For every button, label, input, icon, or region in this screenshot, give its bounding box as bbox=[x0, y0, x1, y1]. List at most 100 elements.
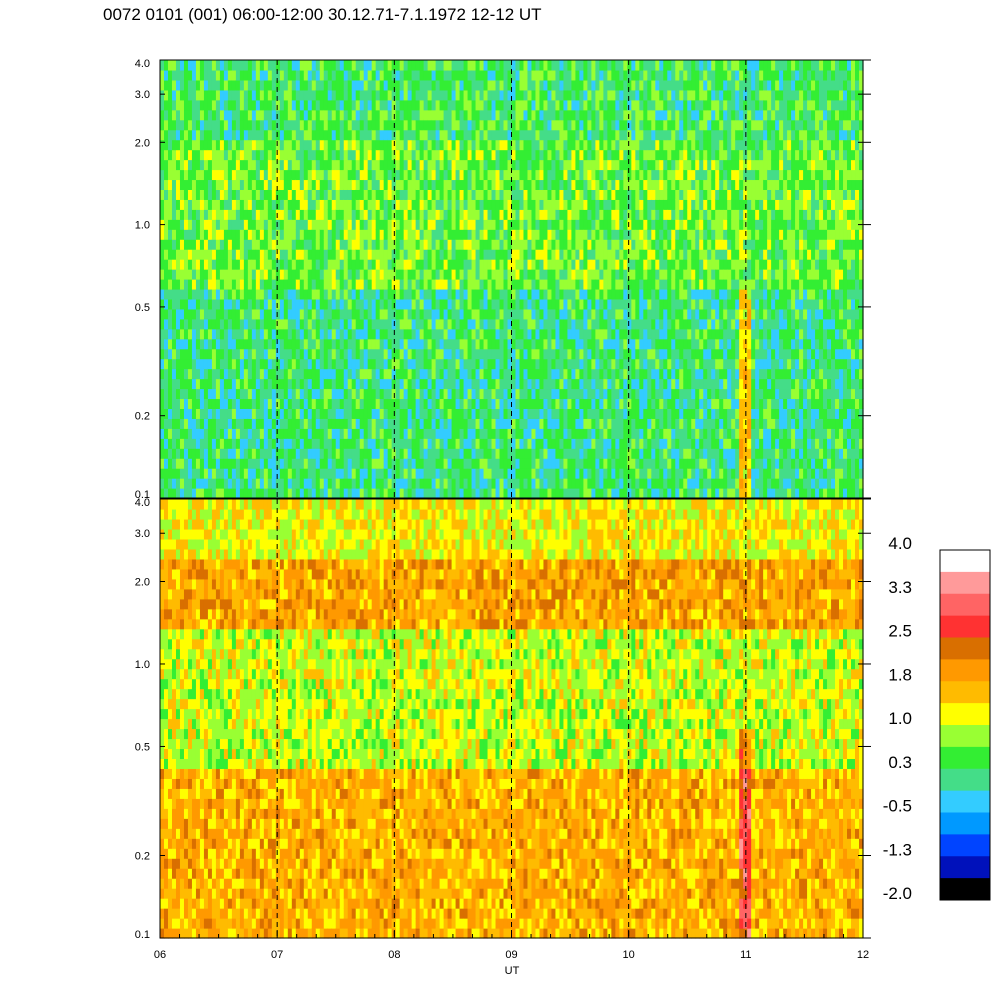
heatmap-cell bbox=[383, 288, 389, 300]
heatmap-cell bbox=[167, 428, 173, 439]
heatmap-cell bbox=[575, 288, 580, 300]
heatmap-cell bbox=[607, 249, 612, 260]
heatmap-cell bbox=[259, 199, 265, 210]
heatmap-cell bbox=[495, 338, 501, 350]
heatmap-cell bbox=[395, 318, 401, 330]
heatmap-cell bbox=[175, 109, 181, 121]
heatmap-cell bbox=[423, 119, 429, 131]
heatmap-cell bbox=[215, 438, 221, 449]
heatmap-cell bbox=[239, 438, 245, 449]
heatmap-cell bbox=[539, 129, 545, 141]
heatmap-cell bbox=[543, 239, 549, 250]
heatmap-cell bbox=[219, 209, 225, 220]
heatmap-cell bbox=[275, 60, 281, 71]
heatmap-cell bbox=[583, 448, 588, 459]
heatmap-cell bbox=[499, 458, 505, 469]
heatmap-cell bbox=[199, 448, 205, 459]
heatmap-cell bbox=[247, 79, 253, 91]
heatmap-cell bbox=[447, 169, 453, 181]
heatmap-cell bbox=[319, 79, 325, 91]
heatmap-cell bbox=[607, 219, 612, 230]
heatmap-cell bbox=[431, 199, 437, 210]
heatmap-cell bbox=[571, 288, 576, 300]
heatmap-cell bbox=[455, 458, 461, 469]
heatmap-cell bbox=[255, 358, 261, 370]
heatmap-cell bbox=[175, 269, 181, 280]
heatmap-cell bbox=[459, 69, 465, 81]
heatmap-cell bbox=[359, 159, 365, 171]
heatmap-cell bbox=[555, 348, 561, 360]
heatmap-cell bbox=[259, 139, 265, 151]
heatmap-cell bbox=[507, 149, 513, 161]
heatmap-cell bbox=[567, 79, 573, 91]
heatmap-cell bbox=[467, 79, 473, 91]
heatmap-cell bbox=[183, 149, 189, 161]
heatmap-cell bbox=[303, 338, 309, 350]
heatmap-cell bbox=[167, 269, 173, 280]
heatmap-cell bbox=[415, 79, 421, 91]
heatmap-cell bbox=[379, 269, 385, 280]
heatmap-cell bbox=[231, 478, 237, 489]
heatmap-cell bbox=[555, 119, 561, 131]
heatmap-cell bbox=[463, 169, 469, 181]
heatmap-cell bbox=[171, 428, 177, 439]
heatmap-cell bbox=[491, 109, 497, 121]
heatmap-cell bbox=[455, 129, 461, 141]
heatmap-cell bbox=[363, 378, 369, 390]
heatmap-cell bbox=[423, 129, 429, 141]
heatmap-cell bbox=[451, 199, 457, 210]
heatmap-cell bbox=[363, 259, 369, 270]
heatmap-cell bbox=[567, 89, 573, 101]
heatmap-cell bbox=[459, 269, 465, 280]
heatmap-cell bbox=[527, 229, 533, 240]
heatmap-cell bbox=[319, 60, 325, 71]
heatmap-cell bbox=[383, 109, 389, 121]
heatmap-cell bbox=[195, 259, 201, 270]
heatmap-cell bbox=[379, 60, 385, 71]
heatmap-cell bbox=[451, 129, 457, 141]
heatmap-cell bbox=[499, 209, 505, 220]
heatmap-cell bbox=[527, 328, 533, 340]
heatmap-cell bbox=[215, 308, 221, 320]
heatmap-cell bbox=[435, 458, 441, 469]
heatmap-cell bbox=[351, 99, 357, 111]
heatmap-cell bbox=[363, 79, 369, 91]
heatmap-cell bbox=[271, 149, 277, 161]
heatmap-cell bbox=[587, 448, 592, 459]
heatmap-cell bbox=[567, 269, 573, 280]
heatmap-cell bbox=[467, 438, 473, 449]
heatmap-cell bbox=[307, 259, 313, 270]
heatmap-cell bbox=[451, 328, 457, 340]
heatmap-cell bbox=[463, 388, 469, 400]
heatmap-cell bbox=[567, 298, 573, 310]
heatmap-cell bbox=[419, 119, 425, 131]
heatmap-cell bbox=[507, 109, 513, 121]
heatmap-cell bbox=[335, 488, 341, 499]
heatmap-cell bbox=[219, 229, 225, 240]
heatmap-cell bbox=[375, 308, 381, 320]
heatmap-cell bbox=[311, 348, 317, 360]
heatmap-cell bbox=[527, 308, 533, 320]
heatmap-cell bbox=[539, 448, 545, 459]
heatmap-cell bbox=[347, 378, 353, 390]
heatmap-cell bbox=[391, 368, 397, 380]
heatmap-cell bbox=[579, 69, 584, 81]
heatmap-cell bbox=[287, 438, 293, 449]
heatmap-cell bbox=[239, 109, 245, 121]
heatmap-cell bbox=[287, 448, 293, 459]
heatmap-cell bbox=[463, 428, 469, 439]
heatmap-cell bbox=[551, 60, 557, 71]
heatmap-cell bbox=[387, 328, 393, 340]
heatmap-cell bbox=[299, 209, 305, 220]
heatmap-cell bbox=[227, 428, 233, 439]
heatmap-cell bbox=[527, 139, 533, 151]
heatmap-cell bbox=[431, 179, 437, 190]
heatmap-cell bbox=[307, 189, 313, 200]
heatmap-cell bbox=[603, 99, 608, 111]
heatmap-cell bbox=[507, 418, 513, 429]
heatmap-cell bbox=[587, 328, 592, 340]
heatmap-cell bbox=[219, 408, 225, 419]
heatmap-cell bbox=[527, 259, 533, 270]
heatmap-cell bbox=[471, 189, 477, 200]
heatmap-cell bbox=[179, 239, 185, 250]
